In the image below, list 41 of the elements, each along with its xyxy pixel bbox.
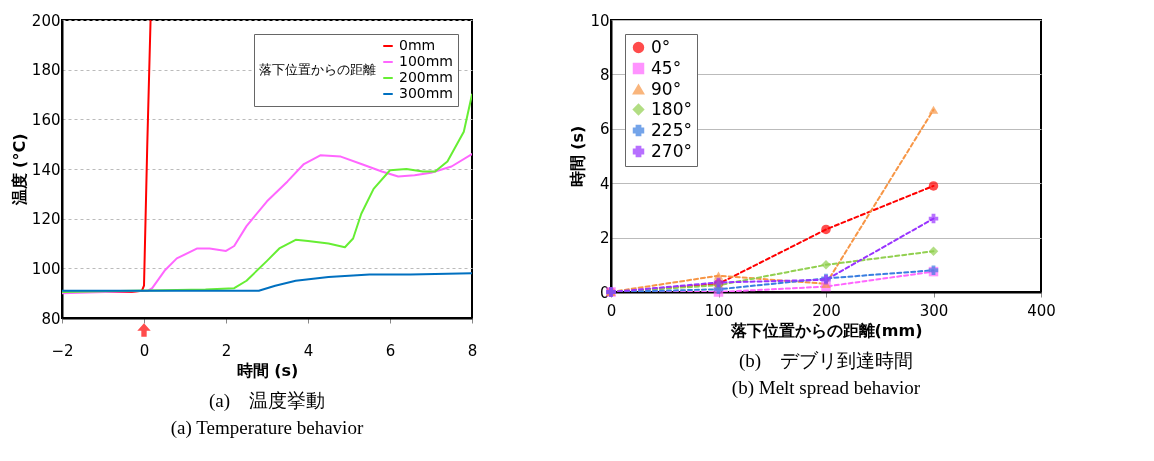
y-tick-label: 10 <box>590 11 610 30</box>
legend-label: 100mm <box>399 53 453 69</box>
x-tick-label: −2 <box>51 341 74 360</box>
y-tick-label: 140 <box>31 160 61 179</box>
y-tick-label: 8 <box>599 65 610 84</box>
legend-title: 落下位置からの距離 <box>259 62 376 77</box>
text: (a) Temperature behavior <box>170 417 364 439</box>
text: (b) Melt spread behavior <box>731 377 921 399</box>
x-tick-label: 4 <box>303 341 314 360</box>
x-axis-title: 落下位置からの距離(mm) <box>729 320 923 340</box>
y-tick-label: 200 <box>31 11 61 30</box>
x-tick-label: 2 <box>221 341 232 360</box>
x-tick-label: 0 <box>139 341 150 360</box>
legend-label: 300mm <box>399 85 453 101</box>
x-tick-label: 400 <box>1027 301 1056 320</box>
y-tick-label: 180 <box>31 61 61 80</box>
legend-label: 180° <box>651 98 692 119</box>
y-tick-label: 80 <box>41 309 61 328</box>
y-tick-label: 6 <box>599 120 610 139</box>
legend-label: 0° <box>651 36 671 57</box>
legend-label: 270° <box>651 140 692 161</box>
legend-label: 0mm <box>399 37 436 53</box>
legend-label: 45° <box>651 57 682 78</box>
y-tick-label: 120 <box>31 210 61 229</box>
x-tick-label: 8 <box>467 341 478 360</box>
legend-label: 200mm <box>399 69 453 85</box>
y-tick-label: 2 <box>599 229 610 248</box>
y-axis-title: 時間 (s) <box>568 125 588 188</box>
x-tick-label: 100 <box>704 301 734 320</box>
legend-label: 90° <box>651 78 682 99</box>
x-tick-label: 300 <box>919 301 949 320</box>
x-tick-label: 6 <box>385 341 396 360</box>
y-axis-title: 温度 (°C) <box>9 133 29 207</box>
y-tick-label: 160 <box>31 110 61 129</box>
y-tick-label: 4 <box>599 174 610 193</box>
text: (a) 温度挙動 <box>208 390 326 412</box>
x-axis-title: 時間 (s) <box>236 360 299 380</box>
text: (b) デブリ到達時間 <box>738 350 914 372</box>
legend-label: 225° <box>651 119 692 140</box>
x-tick-label: 200 <box>812 301 841 320</box>
y-tick-label: 100 <box>31 259 61 278</box>
